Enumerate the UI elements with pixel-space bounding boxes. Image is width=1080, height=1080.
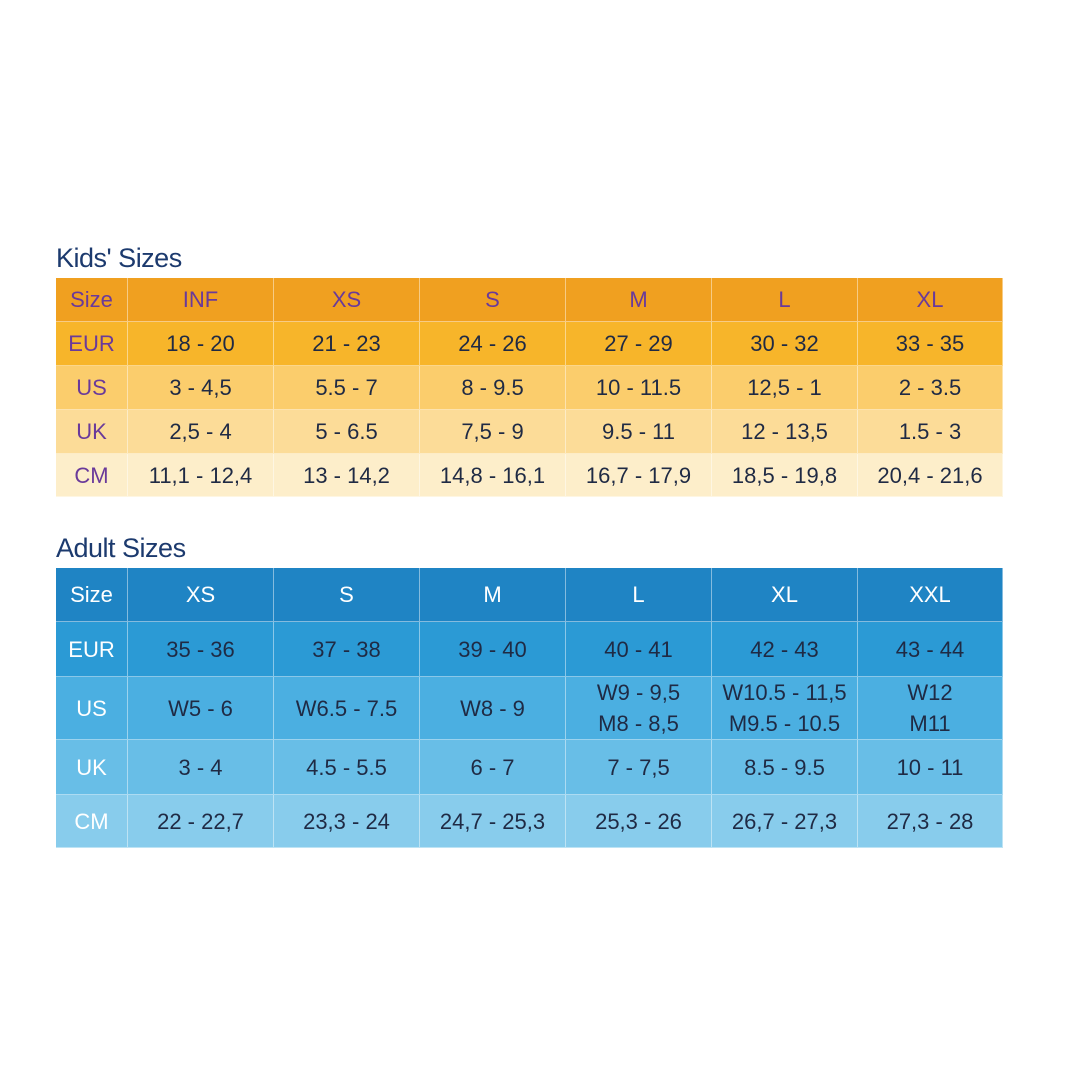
size-cell: W5 - 6: [128, 677, 274, 740]
size-cell: W10.5 - 11,5 M9.5 - 10.5: [712, 677, 858, 740]
cell-line: W12: [907, 680, 953, 705]
size-cell: 4.5 - 5.5: [274, 740, 420, 795]
cell-line: M8 - 8,5: [598, 711, 679, 736]
size-cell: 7,5 - 9: [420, 410, 566, 454]
size-cell: 5 - 6.5: [274, 410, 420, 454]
size-cell: 2,5 - 4: [128, 410, 274, 454]
header-cell: XL: [858, 278, 1003, 322]
cell-line: W9 - 9,5: [596, 680, 681, 705]
size-cell: 33 - 35: [858, 322, 1003, 366]
size-cell: 40 - 41: [566, 622, 712, 677]
size-cell: 10 - 11.5: [566, 366, 712, 410]
header-cell: S: [274, 568, 420, 622]
header-cell: INF: [128, 278, 274, 322]
size-cell: 39 - 40: [420, 622, 566, 677]
size-cell: 11,1 - 12,4: [128, 454, 274, 497]
header-cell: S: [420, 278, 566, 322]
row-label: CM: [56, 795, 128, 848]
size-cell: 37 - 38: [274, 622, 420, 677]
row-label: UK: [56, 740, 128, 795]
row-label: US: [56, 366, 128, 410]
row-label: UK: [56, 410, 128, 454]
header-cell: M: [566, 278, 712, 322]
size-cell: 3 - 4: [128, 740, 274, 795]
size-cell: 21 - 23: [274, 322, 420, 366]
cell-line: W10.5 - 11,5: [722, 680, 847, 705]
size-cell: 30 - 32: [712, 322, 858, 366]
size-cell: 18 - 20: [128, 322, 274, 366]
cell-line: M11: [909, 711, 951, 736]
size-cell: 23,3 - 24: [274, 795, 420, 848]
size-cell: 8.5 - 9.5: [712, 740, 858, 795]
size-cell: 12 - 13,5: [712, 410, 858, 454]
size-cell: 9.5 - 11: [566, 410, 712, 454]
adult-title: Adult Sizes: [56, 533, 186, 563]
row-label: EUR: [56, 322, 128, 366]
size-cell: 5.5 - 7: [274, 366, 420, 410]
size-cell: 27 - 29: [566, 322, 712, 366]
size-cell: 24,7 - 25,3: [420, 795, 566, 848]
header-cell: XS: [274, 278, 420, 322]
size-cell: 10 - 11: [858, 740, 1003, 795]
row-label: EUR: [56, 622, 128, 677]
header-cell: XL: [712, 568, 858, 622]
size-cell: 20,4 - 21,6: [858, 454, 1003, 497]
size-cell: W9 - 9,5 M8 - 8,5: [566, 677, 712, 740]
kids-title: Kids' Sizes: [56, 243, 182, 273]
header-cell: XXL: [858, 568, 1003, 622]
header-cell: L: [712, 278, 858, 322]
size-cell: 12,5 - 1: [712, 366, 858, 410]
size-cell: 22 - 22,7: [128, 795, 274, 848]
size-cell: 18,5 - 19,8: [712, 454, 858, 497]
size-cell: 6 - 7: [420, 740, 566, 795]
header-cell: Size: [56, 568, 128, 622]
size-cell: 7 - 7,5: [566, 740, 712, 795]
size-cell: 14,8 - 16,1: [420, 454, 566, 497]
header-cell: XS: [128, 568, 274, 622]
size-cell: W8 - 9: [420, 677, 566, 740]
row-label: CM: [56, 454, 128, 497]
size-cell: 1.5 - 3: [858, 410, 1003, 454]
size-cell: 24 - 26: [420, 322, 566, 366]
size-cell: 13 - 14,2: [274, 454, 420, 497]
size-cell: 43 - 44: [858, 622, 1003, 677]
header-cell: Size: [56, 278, 128, 322]
size-cell: 25,3 - 26: [566, 795, 712, 848]
size-cell: 42 - 43: [712, 622, 858, 677]
size-cell: W6.5 - 7.5: [274, 677, 420, 740]
cell-line: M9.5 - 10.5: [728, 711, 841, 736]
size-cell: 16,7 - 17,9: [566, 454, 712, 497]
row-label: US: [56, 677, 128, 740]
size-cell: 2 - 3.5: [858, 366, 1003, 410]
size-cell: 8 - 9.5: [420, 366, 566, 410]
header-cell: M: [420, 568, 566, 622]
size-cell: 3 - 4,5: [128, 366, 274, 410]
size-cell: W12 M11: [858, 677, 1003, 740]
size-cell: 26,7 - 27,3: [712, 795, 858, 848]
size-cell: 27,3 - 28: [858, 795, 1003, 848]
header-cell: L: [566, 568, 712, 622]
size-cell: 35 - 36: [128, 622, 274, 677]
